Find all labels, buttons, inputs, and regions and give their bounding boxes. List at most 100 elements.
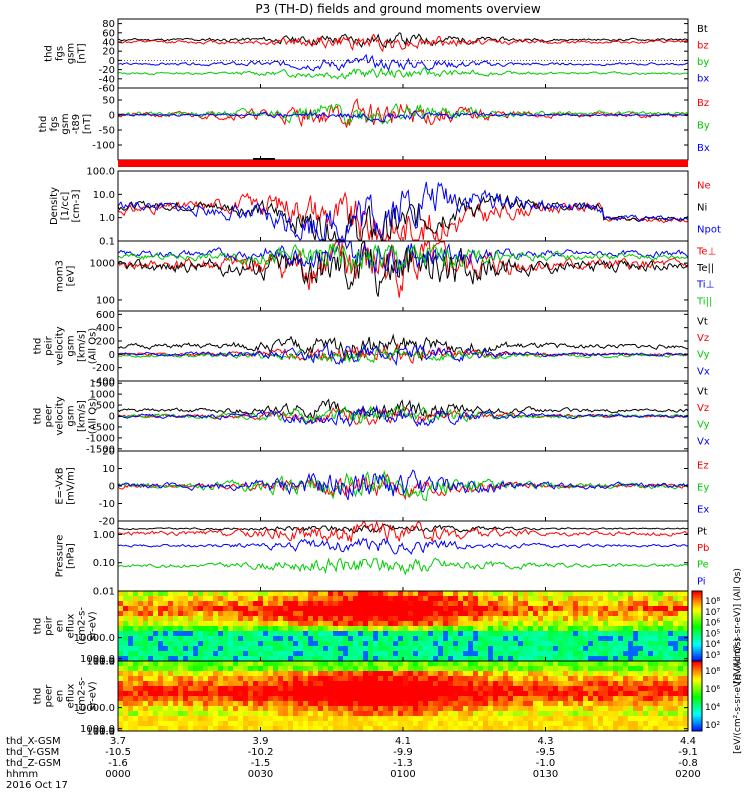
spectrogram-cell: [223, 626, 229, 632]
spectrogram-cell: [403, 686, 409, 692]
spectrogram-cell: [193, 721, 199, 727]
spectrogram-cell: [583, 681, 589, 687]
spectrogram-cell: [358, 706, 364, 712]
spectrogram-cell: [593, 626, 599, 632]
spectrogram-cell: [668, 691, 674, 697]
spectrogram-cell: [273, 681, 279, 687]
spectrogram-cell: [293, 631, 299, 637]
spectrogram-cell: [338, 686, 344, 692]
spectrogram-cell: [303, 691, 309, 697]
spectrogram-cell: [223, 671, 229, 677]
spectrogram-cell: [418, 616, 424, 622]
spectrogram-cell: [613, 721, 619, 727]
spectrogram-cell: [173, 711, 179, 717]
spectrogram-cell: [518, 606, 524, 612]
spectrogram-cell: [678, 656, 684, 662]
spectrogram-cell: [368, 641, 374, 647]
spectrogram-cell: [348, 641, 354, 647]
spectrogram-cell: [648, 591, 654, 597]
spectrogram-cell: [433, 641, 439, 647]
spectrogram-cell: [543, 676, 549, 682]
spectrogram-cell: [248, 616, 254, 622]
spectrogram-cell: [508, 651, 514, 657]
spectrogram-cell: [433, 726, 439, 732]
spectrogram-cell: [273, 676, 279, 682]
spectrogram-cell: [428, 641, 434, 647]
spectrogram-cell: [493, 611, 499, 617]
spectrogram-cell: [253, 666, 259, 672]
spectrogram-cell: [538, 606, 544, 612]
spectrogram-cell: [208, 721, 214, 727]
spectrogram-cell: [523, 676, 529, 682]
spectrogram-cell: [498, 656, 504, 662]
spectrogram-cell: [438, 721, 444, 727]
spectrogram-cell: [468, 646, 474, 652]
spectrogram-cell: [588, 711, 594, 717]
spectrogram-cell: [633, 611, 639, 617]
spectrogram-cell: [513, 646, 519, 652]
spectrogram-cell: [663, 631, 669, 637]
spectrogram-cell: [528, 721, 534, 727]
spectrogram-cell: [193, 611, 199, 617]
spectrogram-cell: [268, 661, 274, 667]
spectrogram-cell: [198, 656, 204, 662]
spectrogram-cell: [618, 651, 624, 657]
spectrogram-cell: [383, 676, 389, 682]
spectrogram-cell: [478, 626, 484, 632]
spectrogram-cell: [488, 606, 494, 612]
spectrogram-cell: [408, 631, 414, 637]
spectrogram-cell: [278, 666, 284, 672]
spectrogram-cell: [593, 706, 599, 712]
spectrogram-cell: [553, 631, 559, 637]
spectrogram-cell: [453, 591, 459, 597]
spectrogram-cell: [423, 671, 429, 677]
spectrogram-cell: [548, 666, 554, 672]
y-tick-label: -1500: [86, 444, 115, 455]
spectrogram-cell: [173, 651, 179, 657]
spectrogram-cell: [438, 661, 444, 667]
spectrogram-cell: [673, 686, 679, 692]
spectrogram-cell: [618, 661, 624, 667]
spectrogram-cell: [378, 656, 384, 662]
spectrogram-cell: [338, 676, 344, 682]
spectrogram-cell: [283, 721, 289, 727]
spectrogram-cell: [428, 596, 434, 602]
spectrogram-cell: [263, 686, 269, 692]
spectrogram-cell: [313, 616, 319, 622]
spectrogram-cell: [308, 636, 314, 642]
spectrogram-cell: [363, 696, 369, 702]
y-axis-label: [eV]: [66, 266, 77, 287]
spectrogram-cell: [318, 606, 324, 612]
spectrogram-cell: [193, 636, 199, 642]
spectrogram-cell: [353, 726, 359, 732]
spectrogram-cell: [293, 596, 299, 602]
spectrogram-cell: [538, 701, 544, 707]
spectrogram-cell: [473, 636, 479, 642]
spectrogram-cell: [523, 661, 529, 667]
spectrogram-cell: [203, 636, 209, 642]
spectrogram-cell: [403, 691, 409, 697]
spectrogram-cell: [453, 626, 459, 632]
spectrogram-cell: [343, 671, 349, 677]
spectrogram-cell: [233, 721, 239, 727]
spectrogram-cell: [438, 716, 444, 722]
spectrogram-cell: [233, 666, 239, 672]
spectrogram-cell: [648, 721, 654, 727]
spectrogram-cell: [258, 661, 264, 667]
colorbar-swatch: [692, 675, 702, 678]
spectrogram-cell: [488, 666, 494, 672]
spectrogram-cell: [263, 651, 269, 657]
spectrogram-cell: [378, 696, 384, 702]
spectrogram-cell: [423, 701, 429, 707]
spectrogram-cell: [328, 631, 334, 637]
spectrogram-cell: [588, 601, 594, 607]
spectrogram-cell: [553, 691, 559, 697]
spectrogram-cell: [483, 591, 489, 597]
spectrogram-cell: [358, 666, 364, 672]
spectrogram-cell: [118, 686, 124, 692]
spectrogram-cell: [618, 631, 624, 637]
spectrogram-cell: [223, 641, 229, 647]
spectrogram-cell: [413, 686, 419, 692]
spectrogram-cell: [158, 641, 164, 647]
spectrogram-cell: [668, 656, 674, 662]
